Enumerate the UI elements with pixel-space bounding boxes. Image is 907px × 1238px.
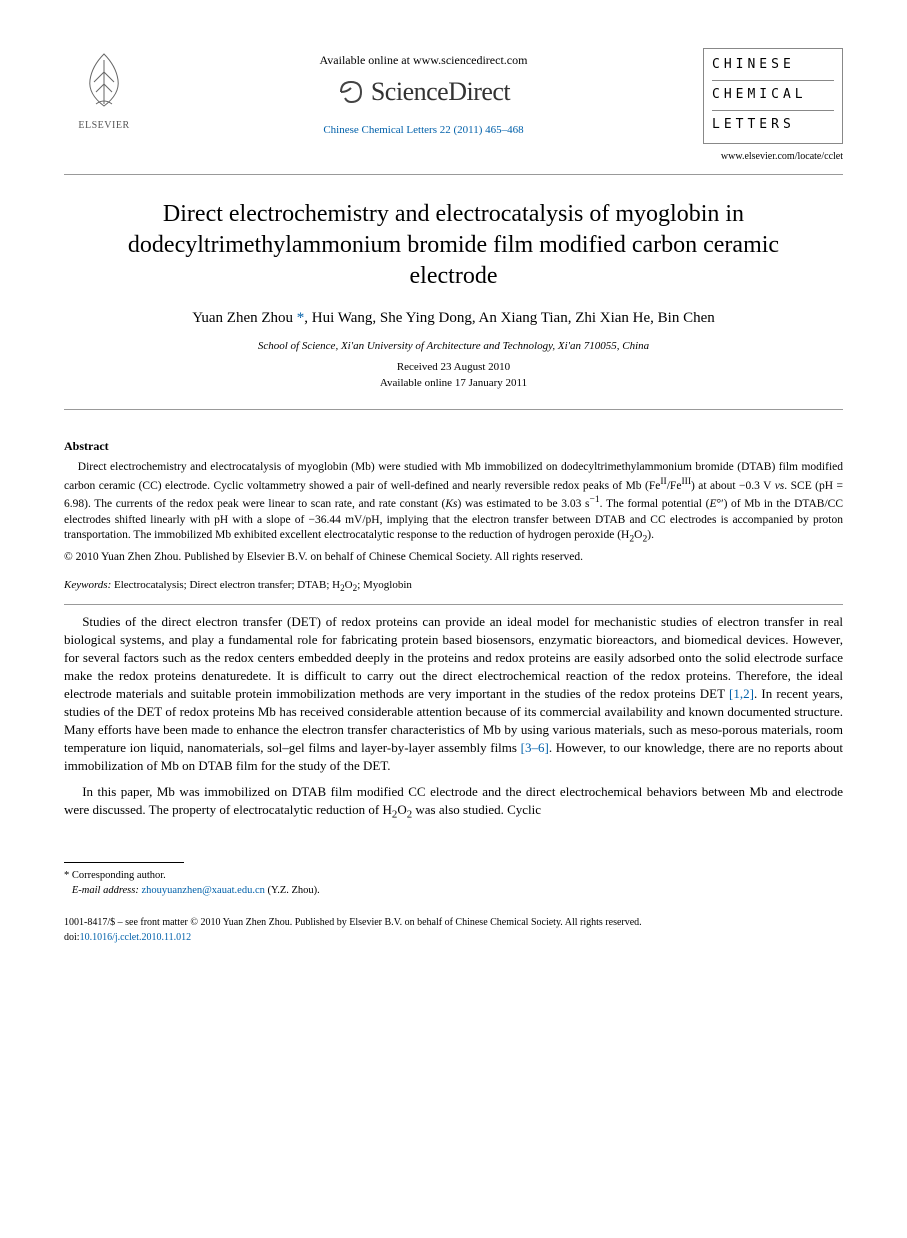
front-matter-line: 1001-8417/$ – see front matter © 2010 Yu… [64,916,843,930]
citation-line[interactable]: Chinese Chemical Letters 22 (2011) 465–4… [144,123,703,138]
elsevier-label: ELSEVIER [64,119,144,133]
available-online-date: Available online 17 January 2011 [64,376,843,391]
email-label: E-mail address: [72,885,139,896]
body-paragraph-2: In this paper, Mb was immobilized on DTA… [64,783,843,822]
ref-link-1-2[interactable]: [1,2] [729,686,754,701]
available-online-text: Available online at www.sciencedirect.co… [144,52,703,68]
keywords-line: Keywords: Electrocatalysis; Direct elect… [64,578,843,595]
corresponding-author-footnote: * Corresponding author. [64,869,843,883]
doi-link[interactable]: 10.1016/j.cclet.2010.11.012 [80,932,192,943]
email-suffix: (Y.Z. Zhou). [265,885,320,896]
elsevier-logo-block: ELSEVIER [64,48,144,132]
journal-url[interactable]: www.elsevier.com/locate/cclet [703,150,843,164]
corresponding-asterisk: * [297,310,305,326]
authors-text: Yuan Zhen Zhou *, Hui Wang, She Ying Don… [192,310,715,326]
abstract-text: Direct electrochemistry and electrocatal… [64,460,843,546]
affiliation: School of Science, Xi'an University of A… [64,339,843,354]
abstract-copyright: © 2010 Yuan Zhen Zhou. Published by Else… [64,550,843,566]
sciencedirect-text: ScienceDirect [371,74,510,109]
journal-header: ELSEVIER Available online at www.science… [64,48,843,164]
body-paragraph-1: Studies of the direct electron transfer … [64,613,843,774]
body-p1a: Studies of the direct electron transfer … [64,614,843,701]
title-rule [64,409,843,410]
abstract-heading: Abstract [64,438,843,454]
ref-link-3-6[interactable]: [3–6] [521,740,549,755]
author-list: Yuan Zhen Zhou *, Hui Wang, She Ying Don… [64,308,843,328]
journal-box-wrap: CHINESE CHEMICAL LETTERS www.elsevier.co… [703,48,843,164]
doi-line[interactable]: doi:10.1016/j.cclet.2010.11.012 [64,931,843,945]
keywords-label: Keywords: [64,579,111,591]
journal-cover-box: CHINESE CHEMICAL LETTERS [703,48,843,144]
journal-name-line2: CHEMICAL [712,85,834,106]
email-footnote: E-mail address: zhouyuanzhen@xauat.edu.c… [64,884,843,898]
sciencedirect-logo: ScienceDirect [337,74,510,109]
email-link[interactable]: zhouyuanzhen@xauat.edu.cn [141,885,264,896]
sciencedirect-icon [337,78,365,106]
header-rule [64,174,843,175]
footnote-separator [64,862,184,863]
journal-name-line3: LETTERS [712,115,834,136]
abstract-rule [64,604,843,605]
journal-name-line1: CHINESE [712,55,834,76]
elsevier-tree-icon [72,48,136,112]
header-center: Available online at www.sciencedirect.co… [144,48,703,138]
article-title: Direct electrochemistry and electrocatal… [109,199,799,293]
keywords-text: Electrocatalysis; Direct electron transf… [111,579,412,591]
received-date: Received 23 August 2010 [64,360,843,375]
